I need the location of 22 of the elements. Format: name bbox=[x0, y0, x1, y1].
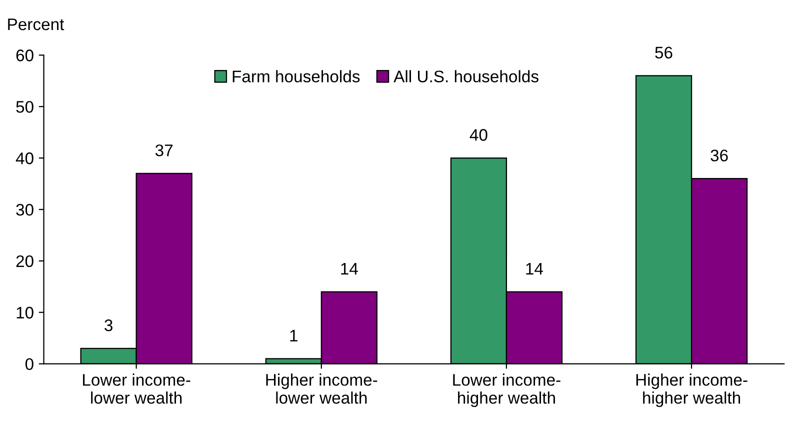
data-label: 56 bbox=[655, 46, 672, 59]
legend-label: All U.S. households bbox=[394, 70, 538, 82]
data-label: 3 bbox=[104, 319, 112, 332]
data-label: 36 bbox=[710, 150, 728, 162]
legend-label: Farm households bbox=[232, 70, 360, 82]
x-tick-label: Higher income- higher wealth bbox=[636, 374, 748, 408]
y-tick-label: 60 bbox=[16, 50, 34, 62]
y-tick-label: 0 bbox=[25, 358, 34, 370]
data-label: 37 bbox=[155, 144, 173, 156]
y-tick-label: 30 bbox=[16, 204, 34, 216]
y-tick-label: 10 bbox=[16, 306, 34, 319]
y-tick-label: 50 bbox=[16, 100, 34, 113]
data-label: 14 bbox=[526, 262, 543, 274]
x-tick-label: Higher income- lower wealth bbox=[266, 374, 378, 404]
x-tick-label: Lower income- lower wealth bbox=[83, 374, 190, 404]
y-tick-label: 40 bbox=[16, 152, 34, 164]
y-axis-title: Percent bbox=[8, 18, 64, 30]
x-tick-label: Lower income- higher wealth bbox=[453, 374, 560, 408]
data-label: 1 bbox=[290, 330, 298, 342]
y-tick-label: 20 bbox=[16, 255, 34, 268]
data-label: 14 bbox=[341, 262, 358, 274]
data-label: 40 bbox=[470, 129, 488, 141]
